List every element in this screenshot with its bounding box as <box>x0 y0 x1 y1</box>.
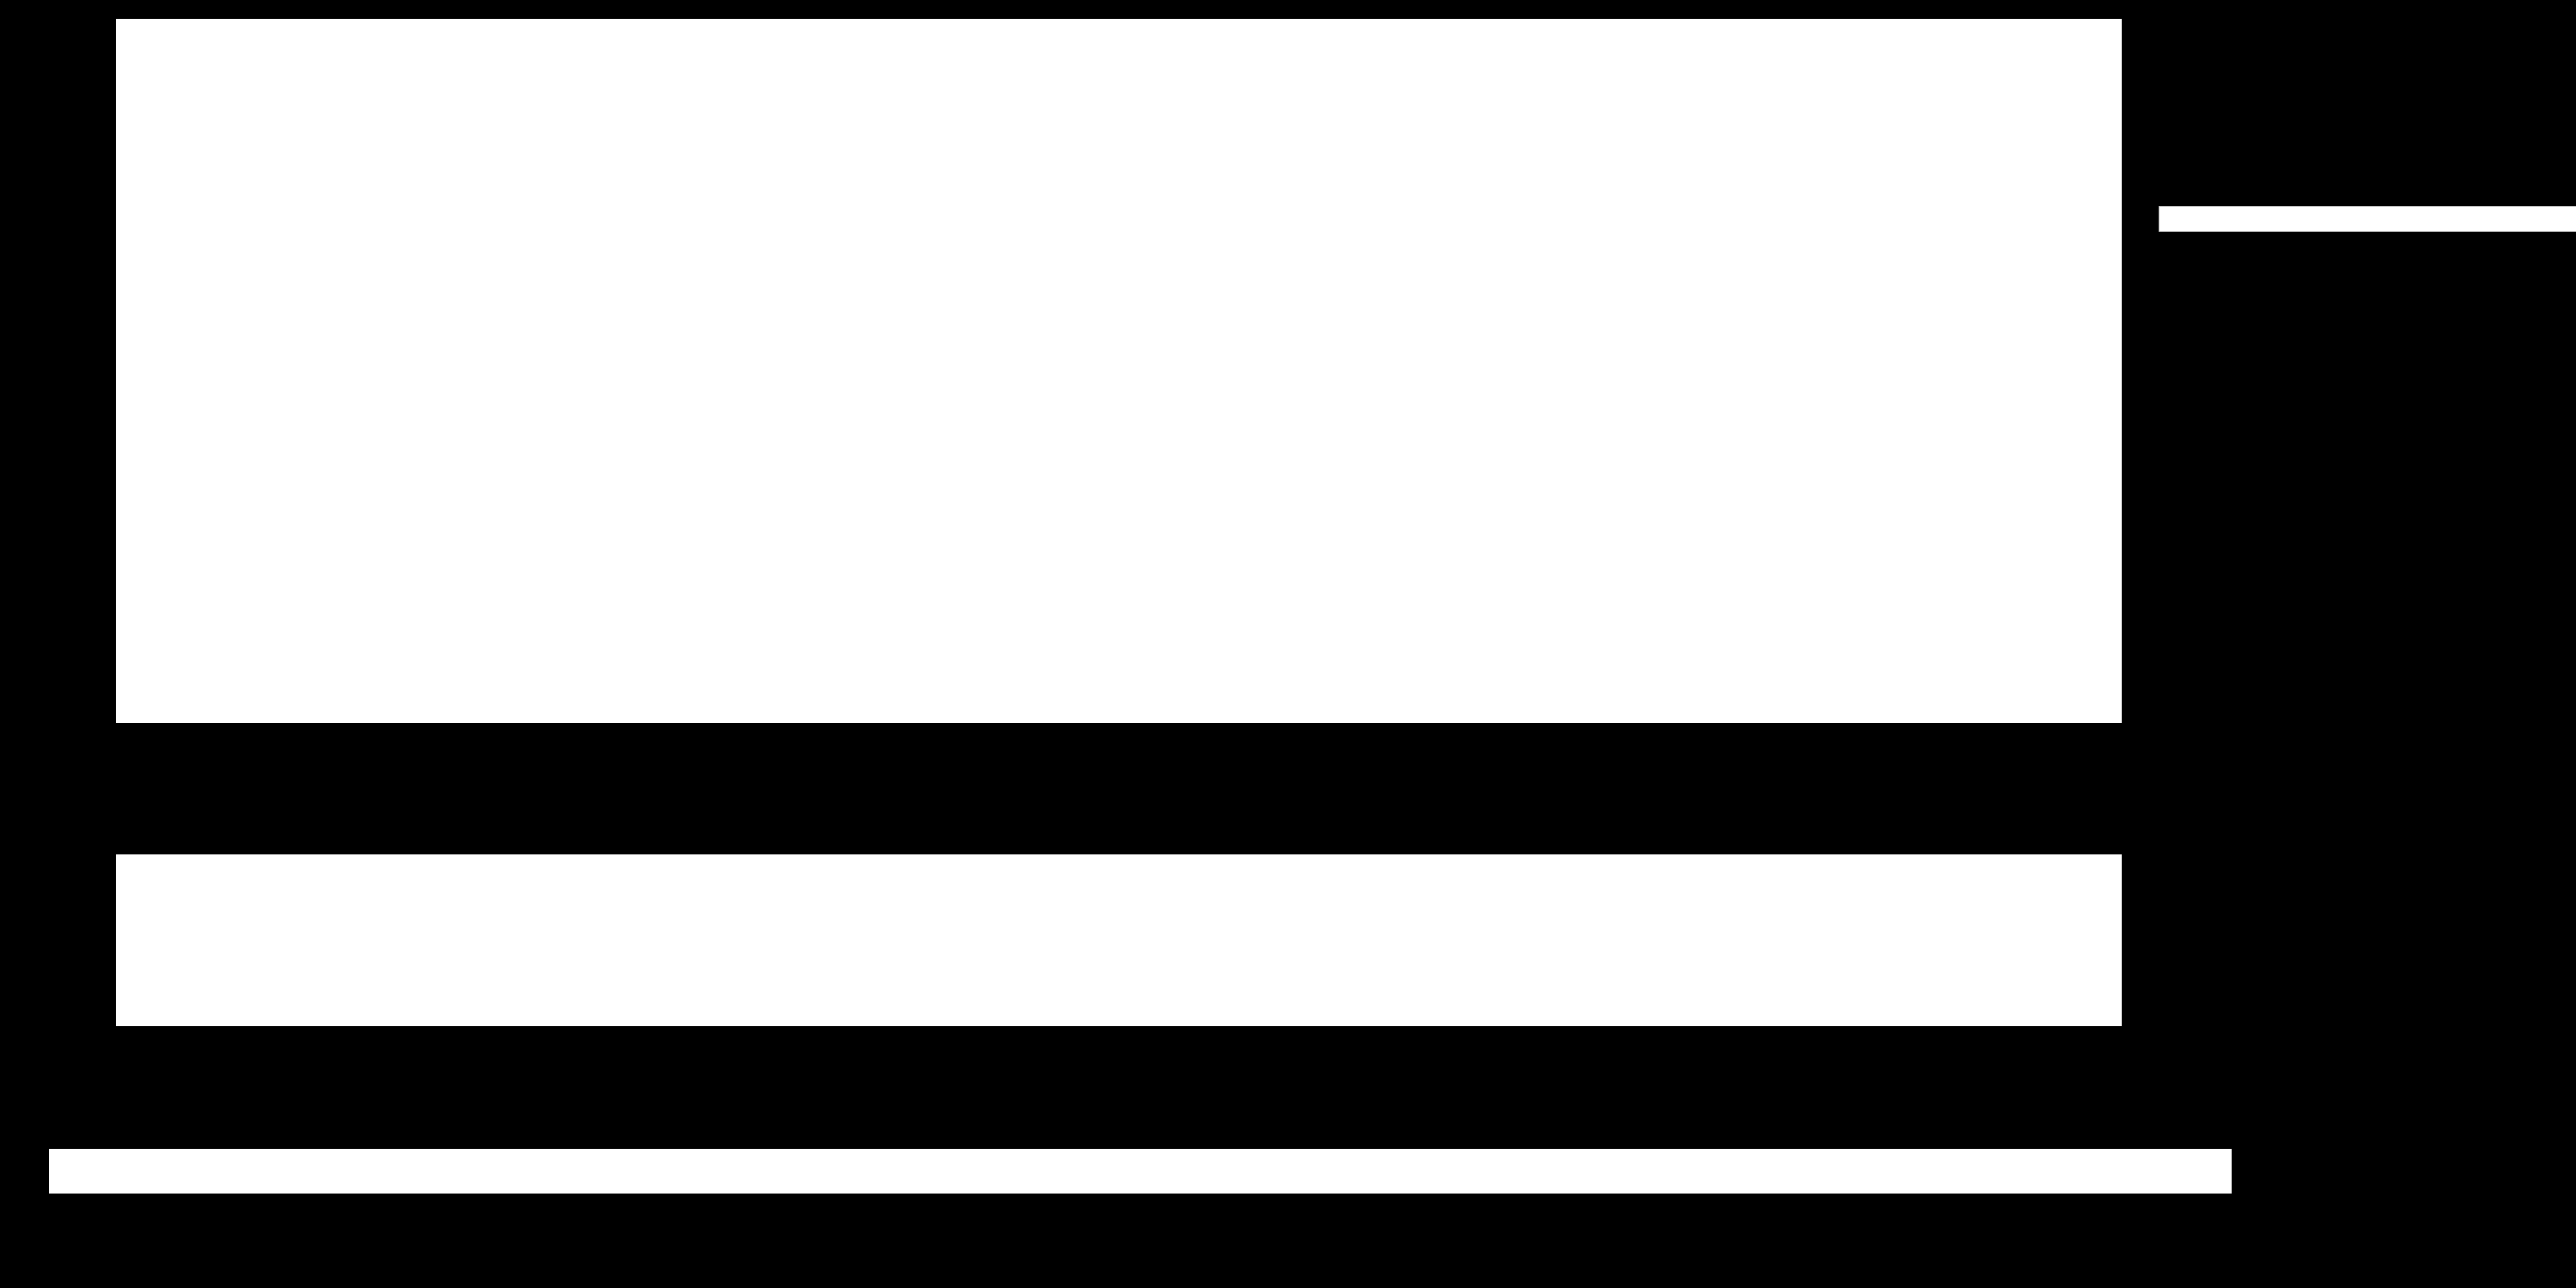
top-chart-plot-area <box>116 19 2122 723</box>
bottom-chart-y-axis <box>0 854 108 1026</box>
satisfaction-legend <box>2159 206 2576 232</box>
bottom-chart-x-axis <box>116 1030 2122 1126</box>
top-chart-x-axis <box>116 726 2122 828</box>
top-chart-y-axis <box>0 19 108 723</box>
missing-values-legend <box>49 1149 2232 1194</box>
bottom-chart-plot-area <box>116 854 2122 1026</box>
